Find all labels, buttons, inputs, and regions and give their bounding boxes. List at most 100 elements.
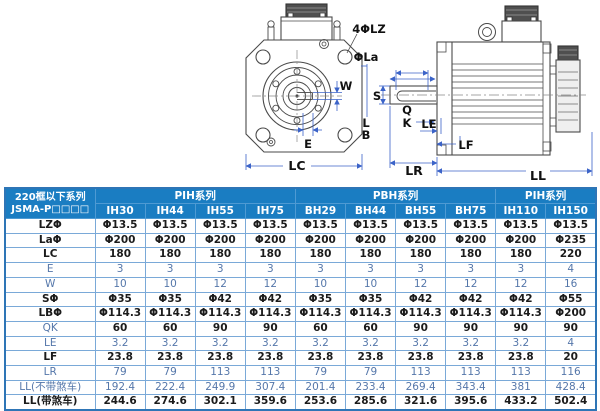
spec-cell: 307.4 — [244, 379, 296, 396]
spec-cell: 12 — [395, 276, 447, 293]
label-q: Q — [402, 103, 412, 117]
spec-cell: Φ42 — [194, 291, 246, 308]
spec-cell: 23.8 — [445, 350, 497, 367]
spec-cell: 23.8 — [495, 350, 547, 367]
label-l: L — [362, 116, 370, 130]
spec-cell: 10 — [144, 276, 196, 293]
spec-cell: 60 — [94, 320, 146, 337]
spec-cell: 253.6 — [294, 394, 346, 411]
spec-cell: 244.6 — [94, 394, 146, 411]
spec-cell: Φ200 — [445, 232, 497, 249]
spec-cell: 3 — [94, 262, 146, 278]
spec-cell: 3.2 — [144, 335, 196, 352]
spec-cell: 23.8 — [294, 350, 346, 367]
spec-cell: 343.4 — [445, 379, 497, 396]
row-label: LE — [4, 335, 96, 352]
spec-cell: 23.8 — [194, 350, 246, 367]
spec-cell: Φ114.3 — [395, 306, 447, 322]
label-4phi-lz: 4ΦLZ — [352, 22, 385, 36]
spec-cell: Φ13.5 — [495, 218, 547, 234]
spec-cell: 3 — [144, 262, 196, 278]
corner-header-line1: 220框以下系列 — [14, 191, 86, 203]
spec-cell: 180 — [344, 247, 397, 264]
spec-cell: 502.4 — [545, 394, 597, 411]
spec-cell: 233.4 — [344, 379, 397, 396]
spec-cell: 3.2 — [294, 335, 346, 352]
spec-cell: 90 — [244, 320, 296, 337]
table-row: LaΦ Φ200 Φ200 Φ200 Φ200 Φ200 Φ200 Φ200 Φ200 Φ200 Φ… — [4, 232, 597, 249]
series-group-header: PIH系列 — [94, 187, 296, 204]
spec-cell: Φ235 — [545, 232, 597, 249]
spec-cell: 79 — [94, 365, 146, 381]
spec-cell: Φ114.3 — [344, 306, 397, 322]
label-lr: LR — [405, 163, 423, 178]
spec-cell: Φ55 — [545, 291, 597, 308]
spec-cell: 3.2 — [244, 335, 296, 352]
label-b: B — [362, 128, 371, 142]
model-header: IH75 — [244, 203, 296, 219]
spec-cell: 23.8 — [144, 350, 196, 367]
spec-cell: 3.2 — [194, 335, 246, 352]
spec-cell: 201.4 — [294, 379, 346, 396]
row-label: LaΦ — [4, 232, 96, 249]
corner-header-line2: JSMA-P□□□□ — [11, 203, 90, 215]
spec-cell: Φ13.5 — [294, 218, 346, 234]
spec-cell: Φ13.5 — [194, 218, 246, 234]
table-row: LBΦ Φ114.3 Φ114.3 Φ114.3 Φ114.3 Φ114.3 Φ114.3 Φ… — [4, 306, 597, 322]
spec-cell: 113 — [244, 365, 296, 381]
spec-cell: 79 — [344, 365, 397, 381]
table-row: LZΦ Φ13.5 Φ13.5 Φ13.5 Φ13.5 Φ13.5 Φ13.5 Φ13.5 Φ1… — [4, 218, 597, 234]
spec-cell: Φ13.5 — [395, 218, 447, 234]
spec-cell: Φ42 — [395, 291, 447, 308]
table-row: LL(带煞车) 244.6 274.6 302.1 359.6 253.6 285.6 321… — [4, 394, 597, 411]
spec-cell: Φ13.5 — [545, 218, 597, 234]
spec-cell: Φ200 — [244, 232, 296, 249]
spec-table-head: 220框以下系列 JSMA-P□□□□ PIH系列 PBH系列 PIH系列 IH30 IH4… — [4, 187, 597, 219]
spec-cell: 321.6 — [395, 394, 447, 411]
spec-cell: 10 — [294, 276, 346, 293]
spec-cell: Φ13.5 — [344, 218, 397, 234]
spec-cell: 23.8 — [244, 350, 296, 367]
row-label: W — [4, 276, 96, 293]
spec-cell: 113 — [194, 365, 246, 381]
table-row: LL(不带煞车) 192.4 222.4 249.9 307.4 201.4 233.4 26… — [4, 379, 597, 396]
series-group-header: PBH系列 — [294, 187, 497, 204]
spec-cell: Φ200 — [495, 232, 547, 249]
spec-cell: 16 — [545, 276, 597, 293]
spec-cell: 23.8 — [344, 350, 397, 367]
spec-cell: Φ35 — [144, 291, 196, 308]
row-label: LC — [4, 247, 96, 264]
row-label: LL(带煞车) — [4, 394, 96, 411]
label-lf: LF — [458, 138, 473, 152]
spec-cell: 3 — [445, 262, 497, 278]
spec-cell: 90 — [545, 320, 597, 337]
model-header: BH75 — [445, 203, 497, 219]
spec-cell: 60 — [144, 320, 196, 337]
spec-cell: 3 — [344, 262, 397, 278]
model-header: IH55 — [194, 203, 246, 219]
spec-cell: Φ42 — [244, 291, 296, 308]
spec-cell: Φ114.3 — [144, 306, 196, 322]
spec-cell: Φ200 — [395, 232, 447, 249]
side-view-drawing — [381, 5, 586, 156]
spec-cell: 180 — [445, 247, 497, 264]
spec-cell: 60 — [344, 320, 397, 337]
spec-cell: 274.6 — [144, 394, 196, 411]
header-model-row: IH30 IH44 IH55 IH75 BH29 BH44 BH55 BH75 IH110 IH1… — [5, 203, 597, 219]
spec-cell: 3 — [395, 262, 447, 278]
spec-cell: 180 — [94, 247, 146, 264]
table-row: QK 60 60 90 90 60 60 90 90 90 90 — [4, 320, 597, 337]
spec-cell: 180 — [495, 247, 547, 264]
spec-cell: Φ13.5 — [144, 218, 196, 234]
spec-cell: 359.6 — [244, 394, 296, 411]
motor-dimension-drawing: 4ΦLZ ΦLa W E LC S Q K L B LE LF LR LL — [245, 3, 593, 183]
spec-cell: 23.8 — [395, 350, 447, 367]
spec-cell: 302.1 — [194, 394, 246, 411]
spec-cell: Φ114.3 — [495, 306, 547, 322]
label-le: LE — [421, 117, 436, 131]
spec-cell: Φ13.5 — [244, 218, 296, 234]
spec-cell: 60 — [294, 320, 346, 337]
side-view-dimensions — [379, 70, 593, 176]
row-label: LF — [4, 350, 96, 367]
